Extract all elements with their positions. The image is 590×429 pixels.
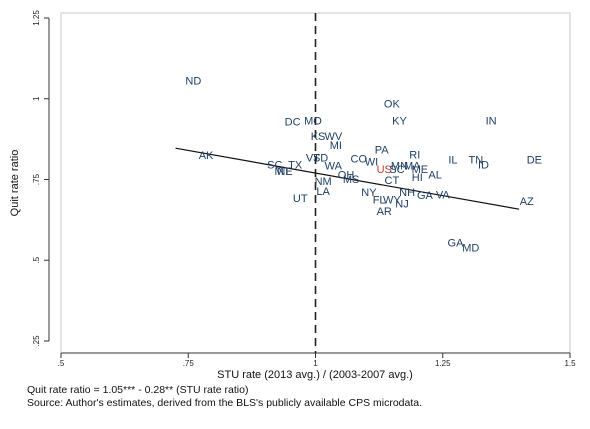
x-tick-label: 1.25: [435, 359, 451, 368]
point-label-ky: KY: [392, 116, 407, 128]
point-label-tx: TX: [288, 160, 303, 172]
point-label-sc: SC: [389, 164, 404, 176]
x-tick-label: .75: [183, 359, 195, 368]
point-label-wv: WV: [324, 131, 342, 143]
point-label-ri: RI: [409, 150, 420, 162]
point-label-wy: WY: [383, 195, 401, 207]
point-label-tn: TN: [468, 154, 483, 166]
point-label-al: AL: [428, 169, 441, 181]
point-label-ga: GA: [417, 190, 434, 202]
y-tick-label: 1: [32, 96, 41, 101]
point-label-dc: DC: [285, 117, 301, 129]
x-ticks: .5 .75 1 1.25 1.5: [58, 353, 576, 368]
point-label-sc: SC: [267, 160, 282, 172]
point-label-ga: GA: [448, 237, 465, 249]
point-label-wa: WA: [325, 160, 343, 172]
point-label-ut: UT: [293, 193, 308, 205]
point-label-mn: MN: [391, 160, 408, 172]
point-label-vt: VT: [306, 153, 320, 165]
point-label-pa: PA: [375, 144, 390, 156]
point-label-me: ME: [412, 164, 429, 176]
point-label-mt: MT: [274, 166, 290, 178]
point-label-co: CO: [351, 154, 368, 166]
point-label-nj: NJ: [395, 199, 408, 211]
point-label-la: LA: [316, 186, 330, 198]
point-label-nd: ND: [185, 75, 201, 87]
point-label-id: ID: [478, 159, 489, 171]
point-label-oh: OH: [338, 169, 355, 181]
point-label-nm: NM: [315, 176, 332, 188]
y-tick-label: 1.25: [32, 10, 41, 26]
x-axis-title: STU rate (2013 avg.) / (2003-2007 avg.): [217, 369, 413, 381]
y-axis-title: Quit rate ratio: [9, 150, 21, 217]
y-tick-label: .25: [32, 335, 41, 347]
point-label-nh: NH: [399, 187, 415, 199]
point-label-ct: CT: [385, 175, 400, 187]
point-label-mi: MI: [330, 140, 342, 152]
y-ticks: .25 .5 .75 1 1.25: [32, 10, 49, 347]
point-label-ny: NY: [361, 187, 377, 199]
point-label-ok: OK: [384, 99, 401, 111]
point-label-wi: WI: [365, 156, 378, 168]
point-label-ma: MA: [404, 160, 421, 172]
point-label-ak: AK: [199, 150, 214, 162]
point-label-us: US: [377, 164, 392, 176]
x-tick-label: 1.5: [564, 359, 576, 368]
regression-equation-note: Quit rate ratio = 1.05*** - 0.28** (STU …: [27, 384, 249, 396]
point-label-az: AZ: [520, 196, 534, 208]
point-label-ne: NE: [277, 166, 292, 178]
x-tick-label: 1: [313, 359, 318, 368]
point-label-ms: MS: [343, 174, 360, 186]
point-label-ks: KS: [311, 131, 326, 143]
fitted-regression-line: [175, 147, 520, 210]
point-label-va: VA: [436, 190, 451, 202]
point-label-de: DE: [527, 154, 542, 166]
point-label-md: MD: [462, 243, 479, 255]
y-tick-label: .5: [32, 256, 41, 263]
point-label-hi: HI: [412, 172, 423, 184]
point-label-il: IL: [448, 154, 457, 166]
x-tick-label: .5: [58, 359, 65, 368]
point-label-ar: AR: [377, 206, 392, 218]
y-tick-label: .75: [32, 173, 41, 185]
point-label-mo: MO: [304, 116, 322, 128]
point-label-sd: SD: [313, 153, 328, 165]
point-label-fl: FL: [373, 195, 386, 207]
point-label-in: IN: [486, 116, 497, 128]
source-note: Source: Author's estimates, derived from…: [27, 397, 423, 409]
